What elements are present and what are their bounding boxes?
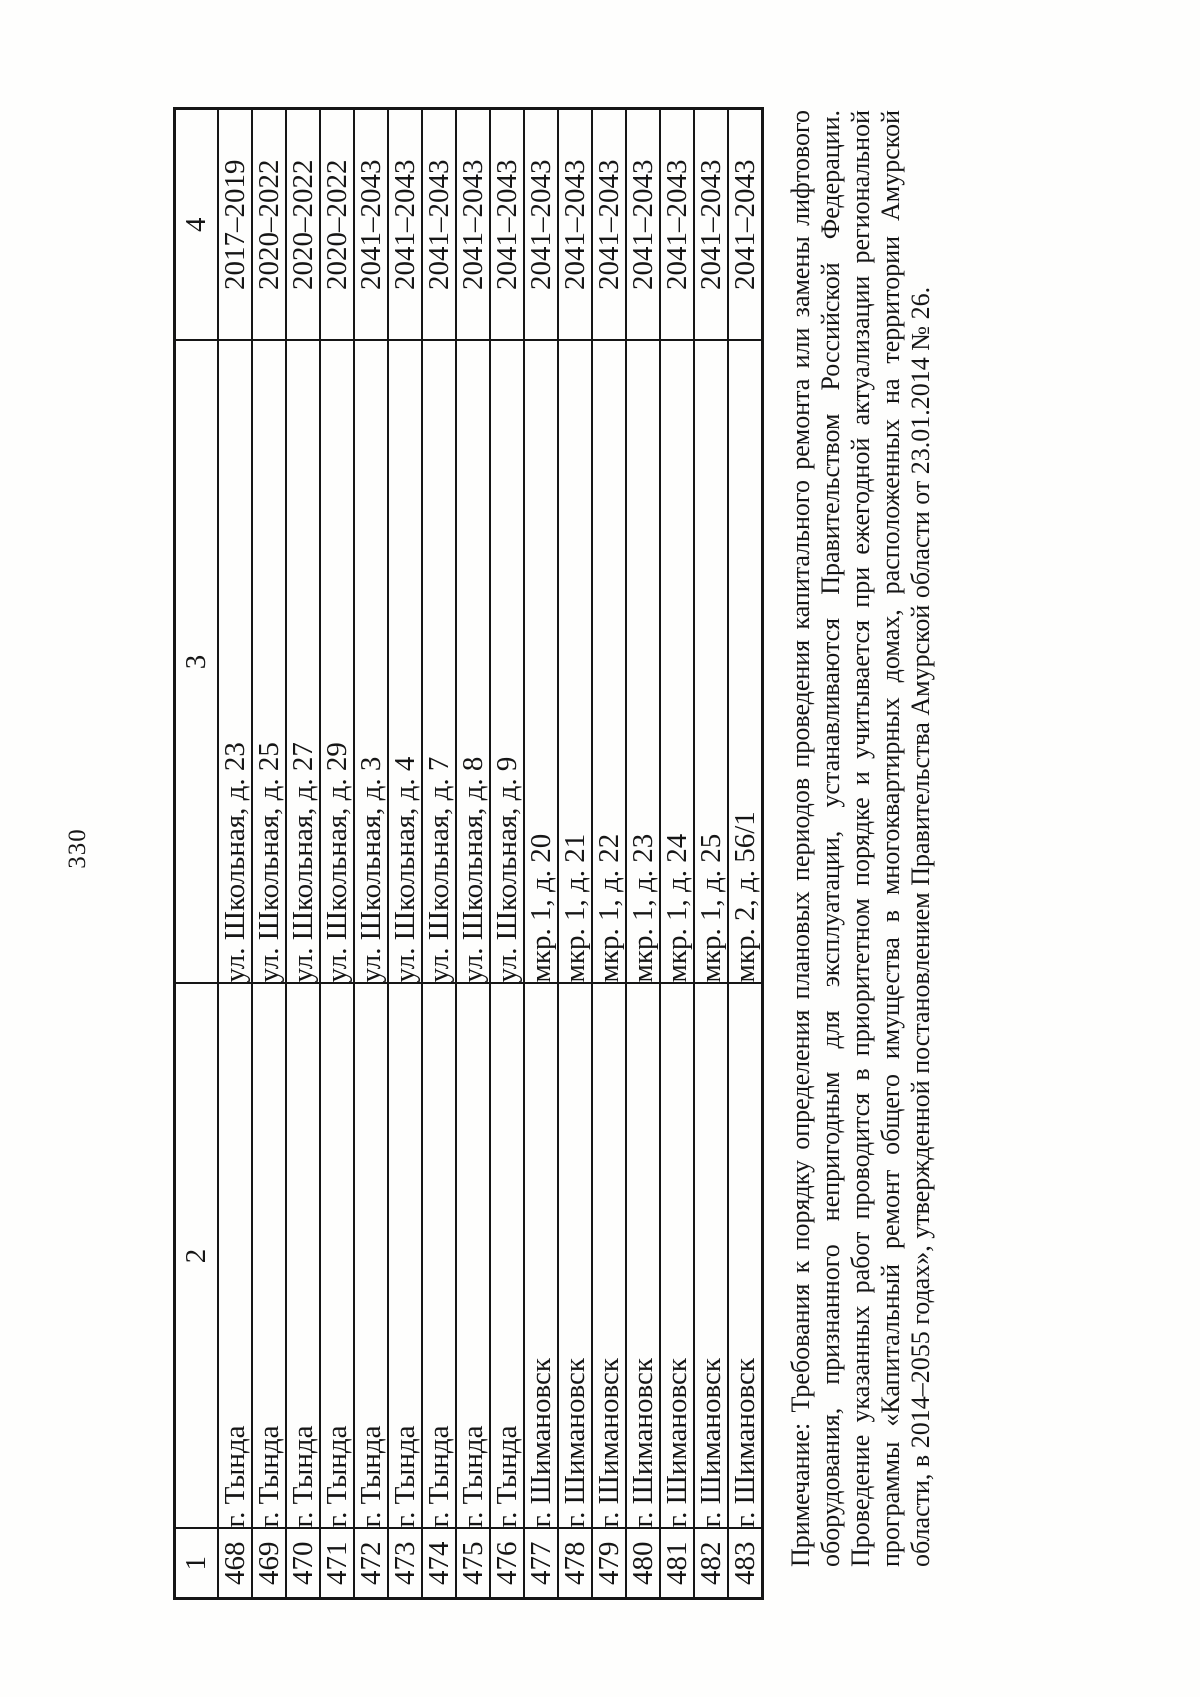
cell-address: мкр. 1, д. 24 <box>660 340 694 984</box>
note-paragraph: Примечание: Требования к порядку определ… <box>786 110 935 1567</box>
cell-years: 2041–2043 <box>524 108 558 341</box>
cell-address: мкр. 1, д. 23 <box>626 340 660 984</box>
table-row: 477 г. Шимановск мкр. 1, д. 20 2041–2043 <box>524 108 558 1599</box>
cell-num: 477 <box>524 1528 558 1599</box>
cell-city: г. Шимановск <box>626 983 660 1529</box>
cell-num: 471 <box>320 1528 354 1599</box>
table-row: 478 г. Шимановск мкр. 1, д. 21 2041–2043 <box>558 108 592 1599</box>
table-row: 482 г. Шимановск мкр. 1, д. 25 2041–2043 <box>694 108 728 1599</box>
cell-num: 480 <box>626 1528 660 1599</box>
cell-num: 470 <box>286 1528 320 1599</box>
cell-years: 2020–2022 <box>286 108 320 341</box>
cell-city: г. Шимановск <box>728 983 763 1529</box>
cell-address: мкр. 2, д. 56/1 <box>728 340 763 984</box>
table-row: 472 г. Тында ул. Школьная, д. 3 2041–2043 <box>354 108 388 1599</box>
cell-num: 482 <box>694 1528 728 1599</box>
cell-years: 2041–2043 <box>422 108 456 341</box>
cell-address: ул. Школьная, д. 8 <box>456 340 490 984</box>
cell-num: 478 <box>558 1528 592 1599</box>
cell-years: 2041–2043 <box>660 108 694 341</box>
cell-years: 2041–2043 <box>626 108 660 341</box>
cell-city: г. Тында <box>354 983 388 1529</box>
cell-city: г. Тында <box>490 983 524 1529</box>
cell-city: г. Шимановск <box>592 983 626 1529</box>
cell-address: ул. Школьная, д. 29 <box>320 340 354 984</box>
cell-years: 2041–2043 <box>490 108 524 341</box>
cell-num: 468 <box>218 1528 252 1599</box>
cell-address: мкр. 1, д. 21 <box>558 340 592 984</box>
cell-address: ул. Школьная, д. 25 <box>252 340 286 984</box>
table-row: 468 г. Тында ул. Школьная, д. 23 2017–2019 <box>218 108 252 1599</box>
cell-years: 2020–2022 <box>252 108 286 341</box>
column-header-address: 3 <box>174 340 218 984</box>
cell-years: 2041–2043 <box>558 108 592 341</box>
table-body: 468 г. Тында ул. Школьная, д. 23 2017–2019 4… <box>218 108 763 1599</box>
cell-city: г. Тында <box>218 983 252 1529</box>
cell-num: 479 <box>592 1528 626 1599</box>
cell-years: 2041–2043 <box>354 108 388 341</box>
table-row: 469 г. Тында ул. Школьная, д. 25 2020–2022 <box>252 108 286 1599</box>
table-row: 473 г. Тында ул. Школьная, д. 4 2041–2043 <box>388 108 422 1599</box>
table-row: 476 г. Тында ул. Школьная, д. 9 2041–2043 <box>490 108 524 1599</box>
table-row: 481 г. Шимановск мкр. 1, д. 24 2041–2043 <box>660 108 694 1599</box>
cell-city: г. Тында <box>252 983 286 1529</box>
column-header-years: 4 <box>174 108 218 341</box>
capital-repair-schedule-table: 1 2 3 4 468 г. Тында ул. Школьная, д. 23 20… <box>173 107 764 1600</box>
cell-city: г. Шимановск <box>524 983 558 1529</box>
cell-num: 472 <box>354 1528 388 1599</box>
table-header-row: 1 2 3 4 <box>174 108 218 1599</box>
cell-years: 2041–2043 <box>456 108 490 341</box>
cell-num: 481 <box>660 1528 694 1599</box>
cell-city: г. Шимановск <box>694 983 728 1529</box>
table-row: 479 г. Шимановск мкр. 1, д. 22 2041–2043 <box>592 108 626 1599</box>
table-row: 475 г. Тында ул. Школьная, д. 8 2041–2043 <box>456 108 490 1599</box>
cell-years: 2041–2043 <box>388 108 422 341</box>
cell-address: ул. Школьная, д. 23 <box>218 340 252 984</box>
cell-city: г. Тында <box>422 983 456 1529</box>
table-row: 483 г. Шимановск мкр. 2, д. 56/1 2041–2043 <box>728 108 763 1599</box>
cell-years: 2020–2022 <box>320 108 354 341</box>
cell-num: 476 <box>490 1528 524 1599</box>
cell-years: 2041–2043 <box>592 108 626 341</box>
cell-num: 474 <box>422 1528 456 1599</box>
cell-city: г. Тында <box>286 983 320 1529</box>
cell-num: 473 <box>388 1528 422 1599</box>
column-header-city: 2 <box>174 983 218 1529</box>
cell-address: мкр. 1, д. 20 <box>524 340 558 984</box>
cell-years: 2041–2043 <box>728 108 763 341</box>
cell-address: ул. Школьная, д. 3 <box>354 340 388 984</box>
table-row: 474 г. Тында ул. Школьная, д. 7 2041–2043 <box>422 108 456 1599</box>
cell-num: 469 <box>252 1528 286 1599</box>
cell-address: ул. Школьная, д. 27 <box>286 340 320 984</box>
cell-city: г. Тында <box>456 983 490 1529</box>
cell-city: г. Шимановск <box>660 983 694 1529</box>
cell-address: ул. Школьная, д. 7 <box>422 340 456 984</box>
cell-city: г. Тында <box>320 983 354 1529</box>
cell-num: 483 <box>728 1528 763 1599</box>
table-row: 480 г. Шимановск мкр. 1, д. 23 2041–2043 <box>626 108 660 1599</box>
cell-address: мкр. 1, д. 22 <box>592 340 626 984</box>
cell-address: мкр. 1, д. 25 <box>694 340 728 984</box>
cell-address: ул. Школьная, д. 4 <box>388 340 422 984</box>
cell-years: 2017–2019 <box>218 108 252 341</box>
table-row: 471 г. Тында ул. Школьная, д. 29 2020–2022 <box>320 108 354 1599</box>
cell-num: 475 <box>456 1528 490 1599</box>
table-row: 470 г. Тында ул. Школьная, д. 27 2020–2022 <box>286 108 320 1599</box>
column-header-number: 1 <box>174 1528 218 1599</box>
page-number: 330 <box>64 828 91 869</box>
cell-years: 2041–2043 <box>694 108 728 341</box>
cell-city: г. Тында <box>388 983 422 1529</box>
cell-address: ул. Школьная, д. 9 <box>490 340 524 984</box>
cell-city: г. Шимановск <box>558 983 592 1529</box>
